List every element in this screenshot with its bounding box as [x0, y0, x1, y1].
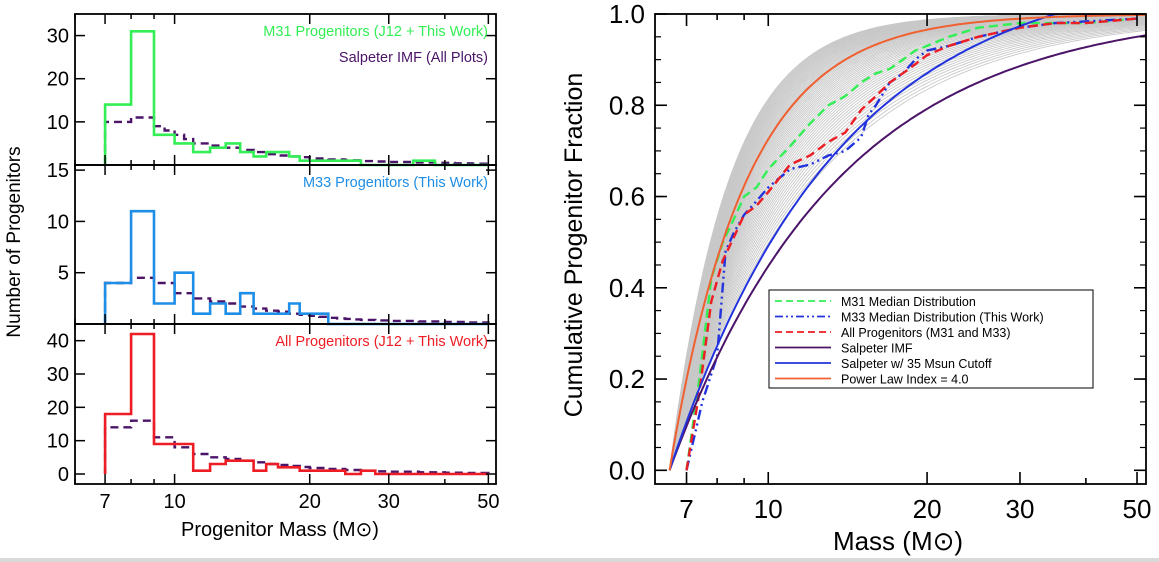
x-tick-label: 7: [99, 491, 110, 513]
series-m31-median-distribution: [685, 17, 1138, 471]
histogram-panel-m31: 10 20 30 M31 Progenitors (J12 + This Work) S…: [47, 13, 497, 167]
y-tick-label: 10: [47, 431, 69, 453]
y-tick-label: 1.0: [609, 0, 645, 29]
histogram-panel-all: 0 10 20 30 40 7 10 20 30 50 All Progenitors (J12 +…: [47, 323, 499, 513]
series-m33-median-distribution-this-work-: [685, 17, 1138, 471]
series-salpeter-imf-all-plots-: [103, 116, 490, 165]
series-all-progenitors-m31-and-m33-: [685, 17, 1138, 471]
y-tick-label: 10: [47, 112, 69, 134]
plot-area: [668, 14, 1146, 471]
x-tick-label: 50: [477, 491, 499, 513]
y-tick-label: 30: [47, 364, 69, 386]
series-salpeter-w-35-msun-cutoff: [668, 14, 1146, 471]
realization-curve: [669, 28, 1146, 471]
left-x-axis-label: Progenitor Mass (M⊙): [181, 519, 379, 541]
realization-curve: [669, 22, 1146, 471]
legend-label: All Progenitors (J12 + This Work): [275, 334, 488, 350]
realization-curve: [669, 25, 1146, 471]
legend-label: M33 Median Distribution (This Work): [841, 311, 1044, 325]
x-tick-label: 50: [1123, 494, 1152, 524]
left-y-axis-label: Number of Progenitors: [4, 146, 25, 337]
y-tick-label: 0: [58, 464, 69, 486]
realization-curve: [669, 21, 1146, 471]
right-x-axis-label: Mass (M⊙): [833, 526, 963, 556]
y-tick-label: 0.4: [609, 273, 645, 303]
series-salpeter-imf-1: [103, 276, 490, 324]
legend-label: M33 Progenitors (This Work): [303, 175, 488, 191]
legend-label: Salpeter w/ 35 Msun Cutoff: [841, 357, 992, 371]
legend-label: Salpeter IMF (All Plots): [339, 50, 488, 66]
realization-curve: [669, 27, 1146, 471]
realization-curve: [669, 29, 1146, 471]
legend-label: All Progenitors (M31 and M33): [841, 326, 1011, 340]
x-tick-label: 30: [1006, 494, 1035, 524]
bottom-rule: [0, 558, 1159, 562]
realization-curve: [669, 18, 1146, 471]
x-tick-label: 10: [754, 494, 783, 524]
series-m33-progenitors-this-work-: [103, 209, 489, 326]
y-tick-label: 10: [47, 211, 69, 233]
series-salpeter-imf-2: [103, 419, 490, 475]
y-tick-label: 5: [58, 263, 69, 285]
legend-label: M31 Median Distribution: [841, 295, 976, 309]
y-tick-label: 0.2: [609, 364, 645, 394]
legend-label: M31 Progenitors (J12 + This Work): [263, 24, 488, 40]
realization-curve: [669, 20, 1146, 471]
histogram-panel-m33: 5 10 15 M33 Progenitors (This Work): [47, 160, 497, 326]
series-salpeter-imf: [668, 34, 1146, 471]
realization-curve: [669, 22, 1146, 471]
y-tick-label: 40: [47, 331, 69, 353]
x-tick-label: 20: [913, 494, 942, 524]
y-tick-label: 15: [47, 160, 69, 182]
x-tick-label: 7: [679, 494, 693, 524]
realization-curve: [669, 23, 1146, 471]
legend-label: Power Law Index = 4.0: [841, 373, 969, 387]
panel-frame: [654, 13, 1147, 485]
realization-curve: [669, 20, 1146, 471]
realization-curve: [669, 19, 1146, 471]
x-tick-label: 20: [299, 491, 321, 513]
series-all-progenitors-j12-this-work-: [103, 332, 489, 476]
panel-frame: [74, 323, 497, 485]
y-tick-label: 20: [47, 397, 69, 419]
realization-curve: [669, 26, 1146, 471]
legend-box: [768, 289, 1094, 389]
cumulative-panel: 0.0 0.2 0.4 0.6 0.8 1.0 7 10 20 30 50 M31 Median Di…: [609, 0, 1152, 524]
y-tick-label: 30: [47, 26, 69, 48]
legend-label: Salpeter IMF: [841, 342, 913, 356]
y-tick-label: 0.6: [609, 182, 645, 212]
y-tick-label: 20: [47, 69, 69, 91]
series-power-law-index-4-0: [668, 14, 1146, 471]
right-y-axis-label: Cumulative Progenitor Fraction: [560, 73, 588, 418]
y-tick-label: 0.0: [609, 455, 645, 485]
y-tick-label: 0.8: [609, 90, 645, 120]
x-tick-label: 10: [163, 491, 185, 513]
x-tick-label: 30: [378, 491, 400, 513]
